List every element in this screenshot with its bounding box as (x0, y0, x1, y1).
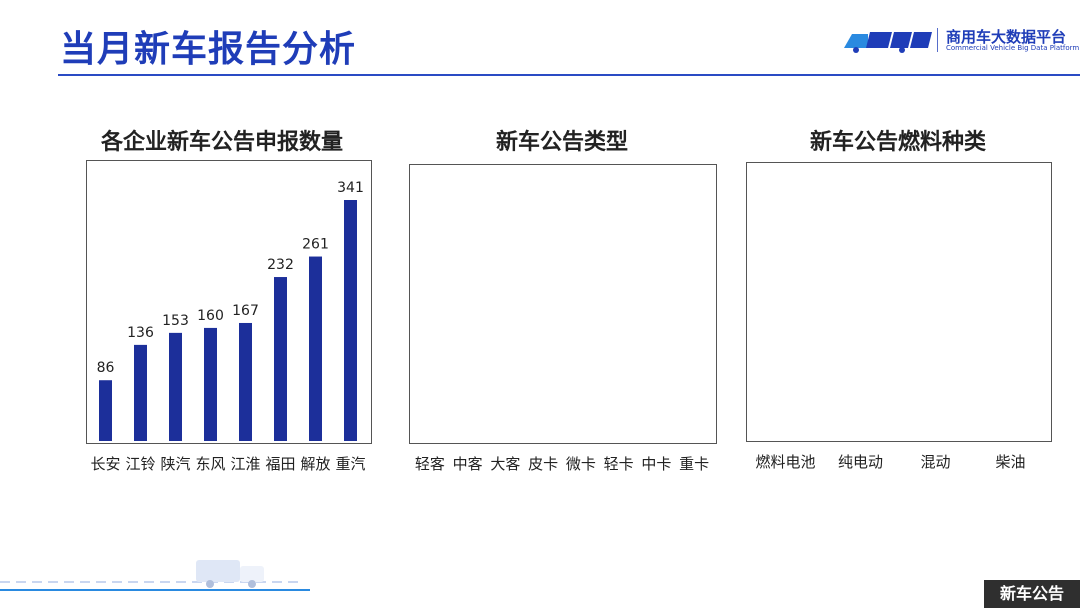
bar-company-0 (99, 380, 112, 441)
category-label-company-6: 解放 (300, 455, 330, 473)
section-tag: 新车公告 (984, 580, 1080, 608)
platform-logo: 商用车大数据平台 Commercial Vehicle Big Data Pla… (842, 24, 1079, 56)
data-label-company-6: 261 (302, 237, 329, 253)
chart-title-fuel: 新车公告燃料种类 (809, 130, 986, 155)
bar-company-7 (344, 200, 357, 441)
data-label-company-0: 86 (97, 360, 115, 376)
category-label-fuel-2: 混动 (920, 453, 950, 471)
category-label-type-4: 微卡 (566, 455, 596, 473)
bar-company-3 (204, 327, 217, 441)
chart-title-type: 新车公告类型 (495, 130, 628, 155)
category-label-company-1: 江铃 (125, 455, 155, 473)
chart-panel-type (409, 164, 717, 444)
chart-panel-fuel (746, 162, 1052, 442)
category-label-type-0: 轻客 (415, 455, 445, 473)
road-trucks-decoration (0, 560, 310, 591)
bar-company-1 (134, 344, 147, 441)
category-label-fuel-1: 纯电动 (838, 453, 883, 471)
category-label-type-2: 大客 (490, 455, 520, 473)
category-label-type-1: 中客 (453, 455, 483, 473)
data-label-company-5: 232 (267, 257, 294, 273)
chart-title-company: 各企业新车公告申报数量 (100, 130, 343, 155)
bar-company-2 (169, 332, 182, 441)
category-label-company-0: 长安 (90, 455, 120, 473)
category-label-type-7: 重卡 (679, 455, 709, 473)
category-label-type-5: 轻卡 (604, 455, 634, 473)
data-label-company-3: 160 (197, 308, 224, 324)
page-title: 当月新车报告分析 (60, 29, 357, 70)
data-label-company-4: 167 (232, 303, 259, 319)
data-label-company-7: 341 (337, 180, 364, 196)
category-label-fuel-0: 燃料电池 (755, 453, 815, 471)
title-underline (58, 74, 1080, 76)
category-label-company-3: 东风 (195, 455, 225, 473)
category-label-type-6: 中卡 (641, 455, 671, 473)
category-label-type-3: 皮卡 (528, 455, 558, 473)
bar-company-6 (309, 256, 322, 441)
category-label-fuel-3: 柴油 (995, 453, 1025, 471)
category-label-company-5: 福田 (265, 455, 295, 473)
logo-chinese-name: 商用车大数据平台 (946, 28, 1067, 46)
chart-panel-company (86, 160, 372, 444)
bar-company-4 (239, 322, 252, 441)
data-label-company-1: 136 (127, 325, 154, 341)
category-label-company-2: 陕汽 (160, 455, 190, 473)
logo-english-name: Commercial Vehicle Big Data Platform (946, 44, 1080, 52)
category-label-company-7: 重汽 (335, 455, 365, 473)
data-label-company-2: 153 (162, 313, 189, 329)
category-label-company-4: 江淮 (230, 455, 260, 473)
truck-logo-icon (844, 28, 938, 53)
bar-company-5 (274, 277, 287, 441)
